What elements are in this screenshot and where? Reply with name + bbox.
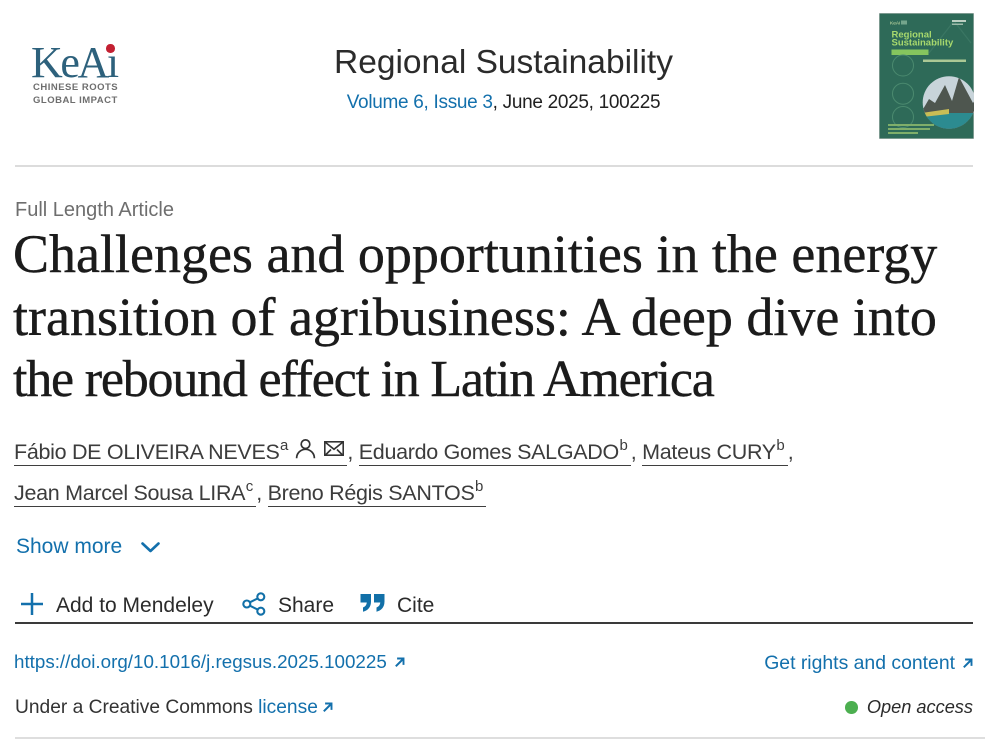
svg-text:Regional: Regional <box>892 30 932 41</box>
svg-text:Sustainability: Sustainability <box>892 38 954 49</box>
svg-text:KeAi: KeAi <box>890 21 900 27</box>
